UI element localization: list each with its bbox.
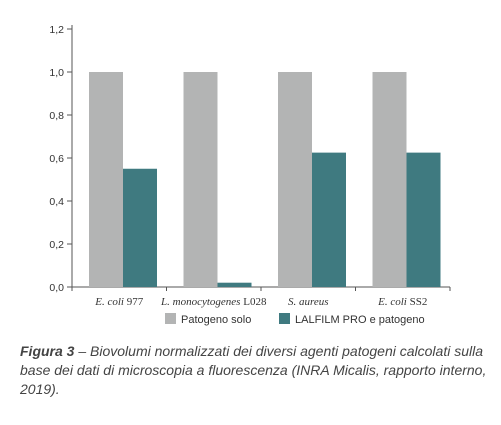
bar-patogeno-solo-4 [372,72,407,287]
legend-label-2: LALFILM PRO e patogeno [295,314,425,326]
bar-lalfilm-pro-3 [312,152,346,287]
y-tick-label: 1,2 [49,24,64,36]
bar-chart: 0,0 0,2 0,4 0,6 0,8 1,0 1,2 E. coli 977 L. monoc… [49,24,451,326]
category-strain: 977 [124,296,144,308]
caption-figure-number: Figura 3 [20,343,75,359]
bar-lalfilm-pro-1 [123,168,157,287]
bar-lalfilm-pro-2 [217,282,252,287]
x-category-label: L. monocytogenes L028 [160,296,267,308]
y-tick-label: 0,2 [49,239,64,251]
category-species: S. aureus [288,296,329,308]
y-tick-label: 0,4 [49,196,64,208]
legend-swatch-1 [165,313,176,324]
x-category-label: E. coli 977 [94,296,143,308]
category-species: E. coli [94,296,124,308]
bar-lalfilm-pro-4 [406,152,441,287]
x-category-label: S. aureus [288,296,329,308]
legend-label-1: Patogeno solo [181,314,251,326]
category-species: E. coli [377,296,407,308]
bar-patogeno-solo-3 [278,72,312,287]
legend-swatch-2 [279,313,290,324]
category-strain: SS2 [407,296,428,308]
y-tick-label: 1,0 [49,67,64,79]
bar-patogeno-solo-1 [89,72,123,287]
caption-text: – Biovolumi normalizzati dei diversi age… [20,343,487,397]
category-strain: L028 [240,296,266,308]
figure-caption: Figura 3 – Biovolumi normalizzati dei di… [20,342,490,399]
x-category-label: E. coli SS2 [377,296,427,308]
category-species: L. monocytogenes [160,296,240,308]
y-tick-label: 0,6 [49,153,64,165]
y-tick-label: 0,0 [49,282,64,294]
bar-patogeno-solo-2 [183,72,218,287]
y-tick-label: 0,8 [49,110,64,122]
